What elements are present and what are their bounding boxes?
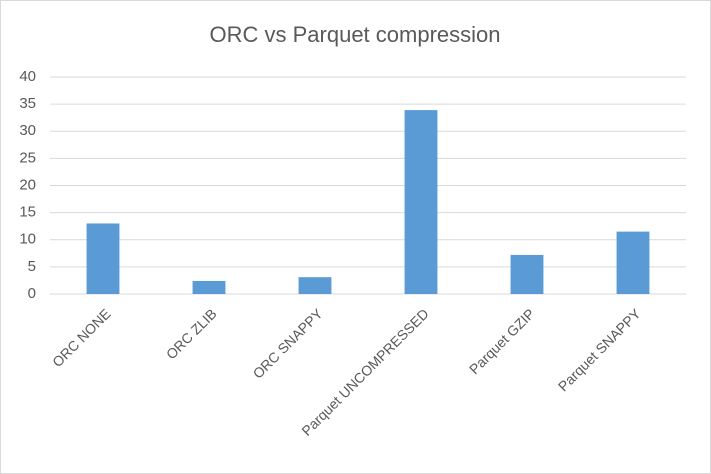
- bar: [86, 223, 120, 294]
- y-tick-label: 25: [19, 149, 36, 166]
- bar: [192, 280, 226, 294]
- y-tick-label: 5: [28, 258, 36, 275]
- bar: [298, 277, 332, 294]
- y-tick-label: 15: [19, 204, 36, 221]
- y-tick-label: 20: [19, 176, 36, 193]
- y-tick-label: 30: [19, 122, 36, 139]
- bar: [510, 254, 544, 294]
- chart-title: ORC vs Parquet compression: [210, 22, 501, 47]
- y-tick-label: 0: [28, 285, 36, 302]
- bar: [404, 110, 438, 294]
- y-tick-label: 10: [19, 231, 36, 248]
- y-tick-label: 35: [19, 95, 36, 112]
- bar: [616, 231, 650, 294]
- y-tick-label: 40: [19, 68, 36, 85]
